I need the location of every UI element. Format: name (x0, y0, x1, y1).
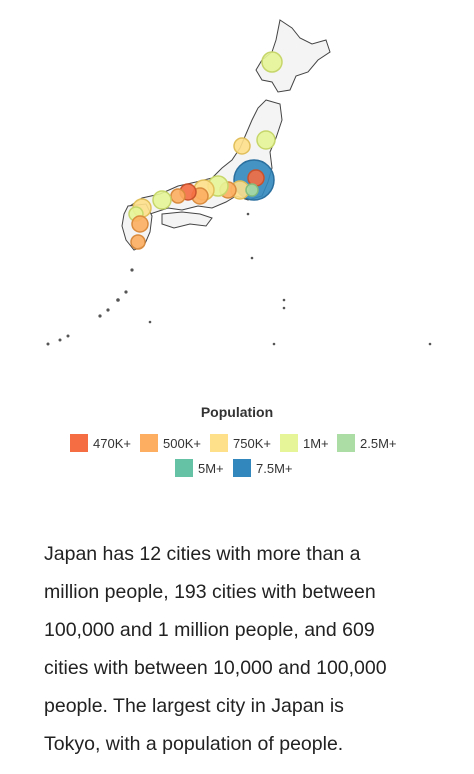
legend-label: 5M+ (198, 461, 224, 476)
island (46, 342, 50, 346)
city-bubble (130, 234, 146, 250)
city-bubble (131, 215, 149, 233)
island (106, 308, 110, 312)
island (124, 290, 128, 294)
legend-swatch (140, 434, 158, 452)
paragraph-line: million people, 193 cities with between (44, 581, 376, 603)
city-bubbles (128, 51, 283, 250)
paragraph-line: Japan has 12 cities with more than a (44, 543, 361, 565)
city-bubble (245, 183, 259, 197)
island (66, 334, 70, 338)
island (282, 298, 286, 302)
island (58, 338, 62, 342)
legend-swatch (233, 459, 251, 477)
island (98, 314, 102, 318)
island (130, 268, 134, 272)
paragraph-line: cities with between 10,000 and 100,000 (44, 657, 387, 679)
legend: 470K+ 500K+ 750K+ 1M+ 2.5M+ 5M+ 7.5M+ (70, 434, 397, 477)
city-bubble (170, 188, 186, 204)
island (282, 306, 286, 310)
legend-title: Population (201, 404, 273, 420)
legend-label: 470K+ (93, 436, 131, 451)
legend-swatch (280, 434, 298, 452)
city-bubble (261, 51, 283, 73)
paragraph: Japan has 12 cities with more than a mill… (44, 543, 387, 755)
legend-swatch (337, 434, 355, 452)
islands (46, 212, 432, 346)
legend-swatch (175, 459, 193, 477)
legend-label: 500K+ (163, 436, 201, 451)
island (272, 342, 276, 346)
legend-label: 7.5M+ (256, 461, 293, 476)
legend-swatch (210, 434, 228, 452)
island (428, 342, 432, 346)
island (148, 320, 152, 324)
shikoku (161, 211, 213, 229)
legend-label: 2.5M+ (360, 436, 397, 451)
city-bubble (152, 190, 172, 210)
legend-swatch (70, 434, 88, 452)
island (116, 298, 120, 302)
paragraph-line: people. The largest city in Japan is (44, 695, 344, 717)
island (250, 256, 254, 260)
city-bubble (256, 130, 276, 150)
paragraph-line: Tokyo, with a population of people. (44, 733, 343, 755)
legend-label: 1M+ (303, 436, 329, 451)
city-bubble (233, 137, 251, 155)
legend-label: 750K+ (233, 436, 271, 451)
paragraph-line: 100,000 and 1 million people, and 609 (44, 619, 375, 641)
island (246, 212, 250, 216)
